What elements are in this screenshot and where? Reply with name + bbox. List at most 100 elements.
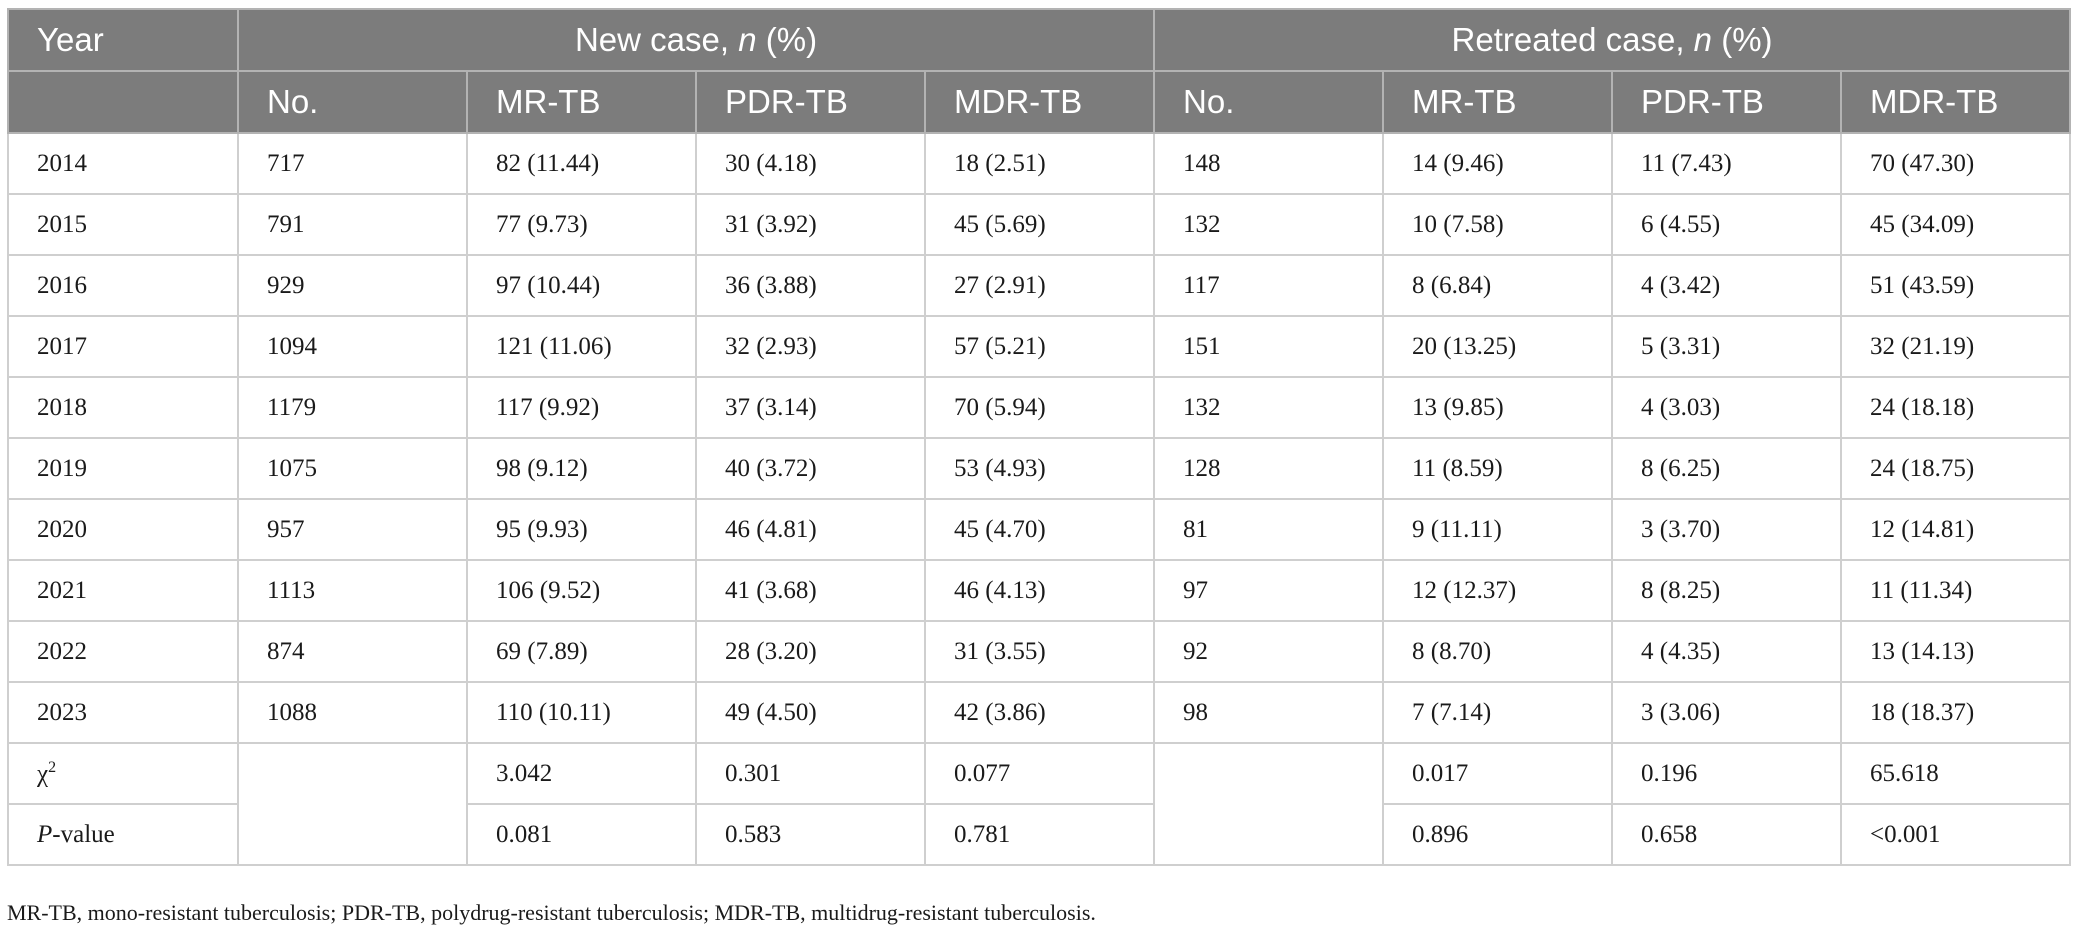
new-mdr-tb-cell: 53 (4.93) — [923, 437, 1156, 500]
new-pdr-tb-cell: 28 (3.20) — [695, 620, 926, 683]
new-no-cell: 957 — [237, 498, 468, 561]
new-mr-tb-cell: 106 (9.52) — [466, 559, 697, 622]
new-mr-tb-cell: 98 (9.12) — [466, 437, 697, 500]
retreated-pdr-tb-cell: 3 (3.06) — [1611, 681, 1843, 744]
retreated-mr-tb-cell: 11 (8.59) — [1382, 437, 1614, 500]
new-mdr-tb-cell: 27 (2.91) — [923, 254, 1156, 317]
percent-label: (%) — [765, 21, 818, 58]
chi-symbol: χ — [37, 760, 49, 788]
empty-header-cell — [7, 70, 239, 134]
new-no-cell: 1113 — [237, 559, 468, 622]
new-mdr-tb-cell: 18 (2.51) — [923, 132, 1156, 195]
new-mdr-tb-cell: 42 (3.86) — [923, 681, 1156, 744]
new-no-cell: 717 — [237, 132, 468, 195]
new-pdr-tb-header: PDR-TB — [695, 70, 926, 134]
new-pdr-tb-cell: 36 (3.88) — [695, 254, 926, 317]
retreated-no-cell: 97 — [1153, 559, 1385, 622]
year-cell: 2023 — [7, 681, 239, 744]
p-value-row: P-value 0.081 0.583 0.781 0.896 0.658 <0… — [7, 803, 2072, 866]
new-no-cell: 929 — [237, 254, 468, 317]
retreated-pdr-tb-cell: 6 (4.55) — [1611, 193, 1843, 256]
chi-value: 0.301 — [695, 742, 926, 805]
p-value: 0.658 — [1611, 803, 1843, 866]
new-pdr-tb-cell: 31 (3.92) — [695, 193, 926, 256]
new-mr-tb-cell: 110 (10.11) — [466, 681, 697, 744]
new-mdr-tb-cell: 57 (5.21) — [923, 315, 1156, 378]
p-label-rest: -value — [52, 820, 115, 848]
retreated-pdr-tb-cell: 8 (6.25) — [1611, 437, 1843, 500]
new-mr-tb-cell: 97 (10.44) — [466, 254, 697, 317]
header-row-1: Year New case, n (%) Retreated case, n (… — [7, 8, 2072, 72]
chi-square-row: χ2 3.042 0.301 0.077 0.017 0.196 65.618 — [7, 742, 2072, 866]
new-no-cell: 1179 — [237, 376, 468, 439]
chi-value: 65.618 — [1840, 742, 2072, 805]
table-row: 2020 957 95 (9.93) 46 (4.81) 45 (4.70) 81 9 (1… — [7, 498, 2072, 561]
new-no-cell: 1094 — [237, 315, 468, 378]
table-row: 2023 1088 110 (10.11) 49 (4.50) 42 (3.86) 98 7… — [7, 681, 2072, 744]
table-row: 2017 1094 121 (11.06) 32 (2.93) 57 (5.21) 151… — [7, 315, 2072, 378]
table-row: 2018 1179 117 (9.92) 37 (3.14) 70 (5.94) 132 1… — [7, 376, 2072, 439]
year-header: Year — [7, 8, 239, 72]
retreated-mr-tb-cell: 9 (11.11) — [1382, 498, 1614, 561]
retreated-mr-tb-cell: 13 (9.85) — [1382, 376, 1614, 439]
p-value: 0.081 — [466, 803, 697, 866]
retreated-pdr-tb-cell: 11 (7.43) — [1611, 132, 1843, 195]
table-row: 2022 874 69 (7.89) 28 (3.20) 31 (3.55) 92 8 (8… — [7, 620, 2072, 683]
year-cell: 2020 — [7, 498, 239, 561]
chi-square-label: χ2 — [7, 742, 239, 805]
retreated-no-cell: 128 — [1153, 437, 1385, 500]
new-case-header: New case, n (%) — [236, 8, 1156, 72]
p-value: 0.583 — [695, 803, 926, 866]
retreated-mr-tb-cell: 8 (8.70) — [1382, 620, 1614, 683]
retreated-no-cell: 92 — [1153, 620, 1385, 683]
retreated-mdr-tb-cell: 32 (21.19) — [1840, 315, 2072, 378]
retreated-mr-tb-header: MR-TB — [1382, 70, 1614, 134]
chi-value: 0.077 — [923, 742, 1156, 805]
new-mr-tb-header: MR-TB — [466, 70, 697, 134]
year-cell: 2019 — [7, 437, 239, 500]
table-row: 2014 717 82 (11.44) 30 (4.18) 18 (2.51) 148 14… — [7, 132, 2072, 195]
retreated-pdr-tb-cell: 3 (3.70) — [1611, 498, 1843, 561]
data-table-container: Year New case, n (%) Retreated case, n (… — [7, 8, 2072, 866]
year-cell: 2016 — [7, 254, 239, 317]
new-mdr-tb-cell: 45 (5.69) — [923, 193, 1156, 256]
retreated-pdr-tb-cell: 5 (3.31) — [1611, 315, 1843, 378]
year-cell: 2014 — [7, 132, 239, 195]
new-no-cell: 1088 — [237, 681, 468, 744]
retreated-pdr-tb-header: PDR-TB — [1611, 70, 1843, 134]
chi-value: 0.017 — [1382, 742, 1614, 805]
table-footnote: MR-TB, mono-resistant tuberculosis; PDR-… — [7, 900, 1096, 925]
retreated-mdr-tb-cell: 11 (11.34) — [1840, 559, 2072, 622]
retreated-mdr-tb-cell: 12 (14.81) — [1840, 498, 2072, 561]
empty-stat-cell — [1153, 742, 1385, 866]
resistance-table: Year New case, n (%) Retreated case, n (… — [7, 8, 2072, 866]
new-mr-tb-cell: 69 (7.89) — [466, 620, 697, 683]
new-pdr-tb-cell: 37 (3.14) — [695, 376, 926, 439]
year-cell: 2018 — [7, 376, 239, 439]
retreated-pdr-tb-cell: 4 (4.35) — [1611, 620, 1843, 683]
n-symbol: n — [738, 21, 757, 58]
new-no-cell: 874 — [237, 620, 468, 683]
p-value-label: P-value — [7, 803, 239, 866]
new-no-cell: 791 — [237, 193, 468, 256]
new-pdr-tb-cell: 46 (4.81) — [695, 498, 926, 561]
retreated-pdr-tb-cell: 4 (3.03) — [1611, 376, 1843, 439]
year-cell: 2017 — [7, 315, 239, 378]
table-row: 2015 791 77 (9.73) 31 (3.92) 45 (5.69) 132 10 … — [7, 193, 2072, 256]
retreated-mr-tb-cell: 10 (7.58) — [1382, 193, 1614, 256]
retreated-pdr-tb-cell: 4 (3.42) — [1611, 254, 1843, 317]
year-cell: 2015 — [7, 193, 239, 256]
retreated-mdr-tb-header: MDR-TB — [1840, 70, 2072, 134]
retreated-mr-tb-cell: 20 (13.25) — [1382, 315, 1614, 378]
retreated-no-cell: 117 — [1153, 254, 1385, 317]
retreated-mdr-tb-cell: 45 (34.09) — [1840, 193, 2072, 256]
retreated-mr-tb-cell: 7 (7.14) — [1382, 681, 1614, 744]
empty-stat-cell — [237, 742, 468, 866]
new-mr-tb-cell: 95 (9.93) — [466, 498, 697, 561]
retreated-no-cell: 132 — [1153, 193, 1385, 256]
new-mdr-tb-cell: 70 (5.94) — [923, 376, 1156, 439]
new-mdr-tb-cell: 31 (3.55) — [923, 620, 1156, 683]
table-row: 2021 1113 106 (9.52) 41 (3.68) 46 (4.13) 97 12… — [7, 559, 2072, 622]
new-no-header: No. — [237, 70, 468, 134]
retreated-mdr-tb-cell: 18 (18.37) — [1840, 681, 2072, 744]
